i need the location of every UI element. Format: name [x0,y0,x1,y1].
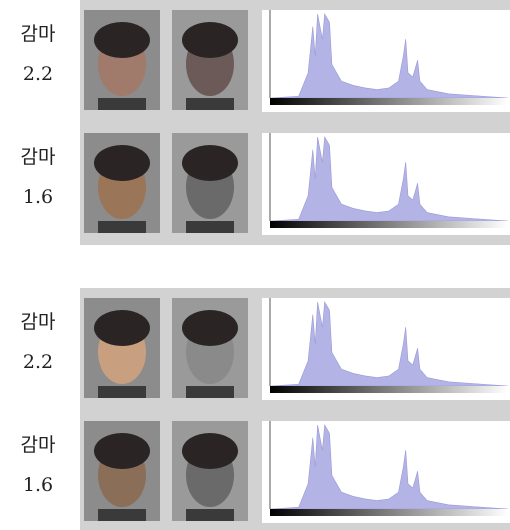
histogram-shape [269,136,509,222]
shirt [186,221,234,233]
gamma-value: 1.6 [23,186,53,208]
hair [182,433,238,469]
shirt [186,98,234,110]
intensity-bar [270,386,508,393]
gamma-value: 2.2 [23,63,53,85]
intensity-bar [270,509,508,516]
gamma-label: 감마 [21,23,56,45]
histogram-shape [269,301,509,387]
gamma-label: 감마 [21,434,56,456]
shirt [98,98,146,110]
gamma-label: 감마 [21,311,56,333]
shirt [98,386,146,398]
hair [94,145,150,181]
hair [94,433,150,469]
hair [94,310,150,346]
shirt [98,221,146,233]
gamma-label: 감마 [21,146,56,168]
shirt [98,509,146,521]
hair [94,22,150,58]
histogram-shape [269,13,509,99]
intensity-bar [270,221,508,228]
hair [182,310,238,346]
hair [182,145,238,181]
shirt [186,509,234,521]
histogram-shape [269,424,509,510]
gamma-value: 2.2 [23,351,53,373]
intensity-bar [270,98,508,105]
hair [182,22,238,58]
shirt [186,386,234,398]
gamma-value: 1.6 [23,474,53,496]
